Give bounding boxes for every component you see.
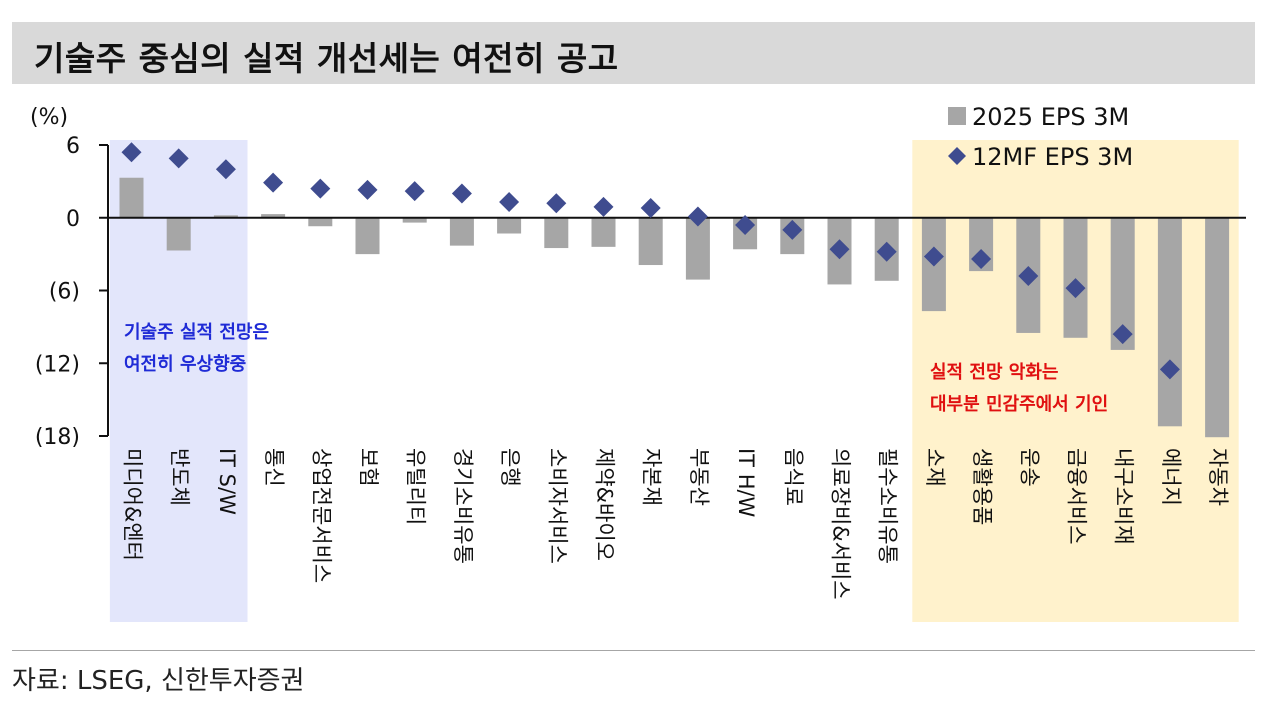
marker-13 <box>735 215 756 236</box>
y-tick-label-2: (6) <box>49 280 80 305</box>
category-label-9: 소비자서비스 <box>545 448 569 564</box>
marker-19 <box>1018 265 1039 286</box>
bar-0 <box>119 177 144 218</box>
marker-18 <box>971 248 992 269</box>
marker-21 <box>1112 324 1133 345</box>
annotation-note-1-line-0: 실적 전망 악화는 <box>930 362 1058 383</box>
marker-12 <box>687 206 708 227</box>
chart-title: 기술주 중심의 실적 개선세는 여전히 공고 <box>34 39 619 78</box>
marker-10 <box>593 196 614 217</box>
bar-23 <box>1205 217 1230 438</box>
annotation-note-0-line-0: 기술주 실적 전망은 <box>124 322 269 343</box>
category-label-4: 상업전문서비스 <box>309 448 333 583</box>
marker-8 <box>499 191 520 212</box>
y-tick-label-1: 0 <box>66 207 80 232</box>
bar-2 <box>213 215 238 218</box>
bar-10 <box>591 217 616 247</box>
category-label-13: IT H/W <box>734 448 758 518</box>
bar-5 <box>355 217 380 255</box>
category-label-22: 에너지 <box>1159 448 1183 506</box>
title-bar: 기술주 중심의 실적 개선세는 여전히 공고 <box>12 22 1255 84</box>
marker-1 <box>168 148 189 169</box>
legend-swatch-bar <box>948 107 966 125</box>
legend-label-1: 12MF EPS 3M <box>972 143 1133 171</box>
category-label-14: 음식료 <box>781 448 805 506</box>
category-label-0: 미디어&엔터 <box>121 448 145 561</box>
bar-20 <box>1063 217 1088 338</box>
source-divider <box>12 650 1255 651</box>
marker-2 <box>215 159 236 180</box>
marker-22 <box>1159 359 1180 380</box>
bar-22 <box>1157 217 1182 427</box>
marker-15 <box>829 239 850 260</box>
y-tick-label-4: (18) <box>35 425 80 450</box>
marker-17 <box>923 246 944 267</box>
bar-1 <box>166 217 191 251</box>
category-label-21: 내구소비재 <box>1112 448 1136 545</box>
category-label-16: 필수소비유통 <box>876 448 900 564</box>
category-label-8: 은행 <box>498 448 522 487</box>
bar-3 <box>261 214 286 218</box>
category-label-10: 제약&바이오 <box>593 448 617 561</box>
category-label-15: 의료장비&서비스 <box>829 448 853 600</box>
category-label-5: 보험 <box>357 448 381 487</box>
marker-4 <box>310 178 331 199</box>
bar-4 <box>308 217 333 227</box>
bar-11 <box>638 217 663 266</box>
source-note: 자료: LSEG, 신한투자증권 <box>12 666 305 696</box>
category-label-11: 자본재 <box>640 448 664 506</box>
annotation-note-0-line-1: 여전히 우상향중 <box>124 354 246 375</box>
marker-0 <box>121 142 142 163</box>
category-label-6: 유틸리티 <box>404 448 428 525</box>
marker-14 <box>782 219 803 240</box>
category-label-18: 생활용품 <box>970 448 994 525</box>
marker-6 <box>404 181 425 202</box>
bar-6 <box>402 217 427 223</box>
marker-20 <box>1065 278 1086 299</box>
y-tick-label-0: 6 <box>66 134 80 159</box>
marker-7 <box>451 183 472 204</box>
bar-9 <box>544 217 569 249</box>
category-label-2: IT S/W <box>215 448 239 515</box>
bar-7 <box>449 217 474 246</box>
marker-9 <box>546 193 567 214</box>
category-label-12: 부동산 <box>687 448 711 506</box>
category-label-20: 금융서비스 <box>1065 448 1089 545</box>
bar-8 <box>497 217 522 234</box>
bar-12 <box>685 217 710 280</box>
legend-swatch-marker <box>948 147 966 165</box>
marker-16 <box>876 241 897 262</box>
marker-11 <box>640 198 661 219</box>
y-axis-unit: (%) <box>30 105 68 130</box>
legend-label-0: 2025 EPS 3M <box>972 103 1129 131</box>
category-label-17: 소재 <box>923 448 947 487</box>
marker-3 <box>263 172 284 193</box>
annotation-note-1-line-1: 대부분 민감주에서 기인 <box>930 394 1108 415</box>
category-label-3: 통신 <box>262 448 286 487</box>
category-label-23: 자동차 <box>1206 448 1230 506</box>
category-label-19: 운송 <box>1017 448 1041 487</box>
category-label-1: 반도체 <box>168 448 192 506</box>
y-tick-label-3: (12) <box>35 352 80 377</box>
category-label-7: 경기소비유통 <box>451 448 475 564</box>
marker-5 <box>357 179 378 200</box>
